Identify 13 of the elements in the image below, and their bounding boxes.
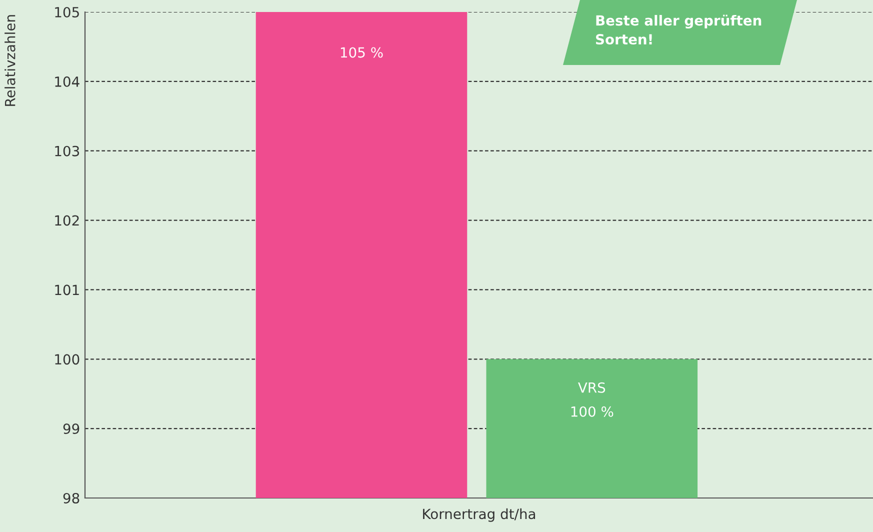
y-tick-label: 102 xyxy=(55,215,79,226)
y-tick-label: 99 xyxy=(63,424,80,434)
y-tick-label: 98 xyxy=(63,492,80,504)
x-axis-title: Kornertrag dt/ha xyxy=(423,508,536,522)
data-label: 105 % xyxy=(340,47,383,58)
y-tick-label: 100 xyxy=(55,354,80,365)
y-axis-title: Relativzahlen xyxy=(4,15,16,106)
y-tick-label: 101 xyxy=(55,284,79,296)
y-tick-label: 105 xyxy=(55,6,79,18)
annotation: Beste aller geprüften Sorten! xyxy=(596,14,762,45)
y-tick-label: 103 xyxy=(55,146,80,156)
data-label: VRS 100 % xyxy=(571,382,614,417)
y-tick-label: 104 xyxy=(55,76,80,87)
